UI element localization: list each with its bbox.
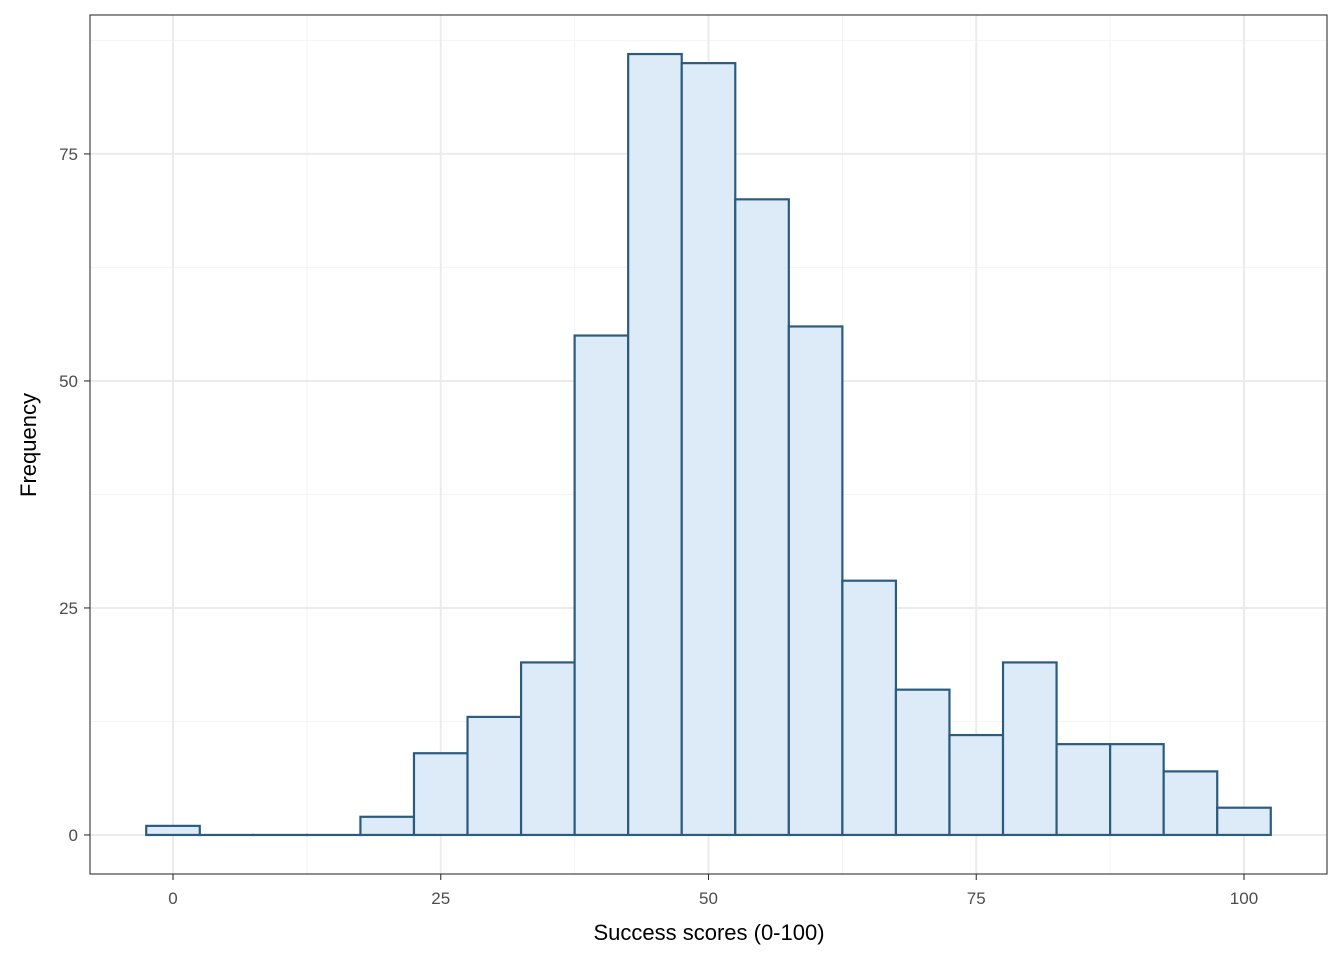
- histogram-bar: [842, 581, 896, 835]
- histogram-bar: [468, 717, 522, 835]
- histogram-bar: [789, 326, 843, 834]
- x-axis-title: Success scores (0-100): [593, 920, 824, 945]
- histogram-bar: [682, 63, 736, 835]
- histogram-bar: [521, 662, 575, 835]
- x-tick-label: 25: [431, 889, 450, 908]
- y-axis-title: Frequency: [16, 393, 41, 497]
- y-tick-label: 75: [59, 145, 78, 164]
- x-tick-label: 50: [699, 889, 718, 908]
- x-tick-label: 100: [1230, 889, 1258, 908]
- histogram-bar: [1057, 744, 1111, 835]
- histogram-bar: [146, 826, 200, 835]
- histogram-bar: [360, 817, 414, 835]
- histogram-bar: [1003, 662, 1057, 835]
- histogram-bar: [575, 336, 629, 835]
- histogram-bar: [1110, 744, 1164, 835]
- histogram-bar: [949, 735, 1003, 835]
- y-tick-label: 25: [59, 599, 78, 618]
- histogram-bar: [896, 690, 950, 835]
- x-tick-label: 75: [967, 889, 986, 908]
- histogram-bar: [628, 54, 682, 835]
- x-tick-label: 0: [168, 889, 177, 908]
- y-tick-label: 50: [59, 372, 78, 391]
- histogram-bar: [735, 199, 789, 835]
- histogram-bar: [414, 753, 468, 835]
- histogram-bar: [1164, 771, 1218, 835]
- y-tick-label: 0: [69, 826, 78, 845]
- histogram-bar: [1217, 808, 1271, 835]
